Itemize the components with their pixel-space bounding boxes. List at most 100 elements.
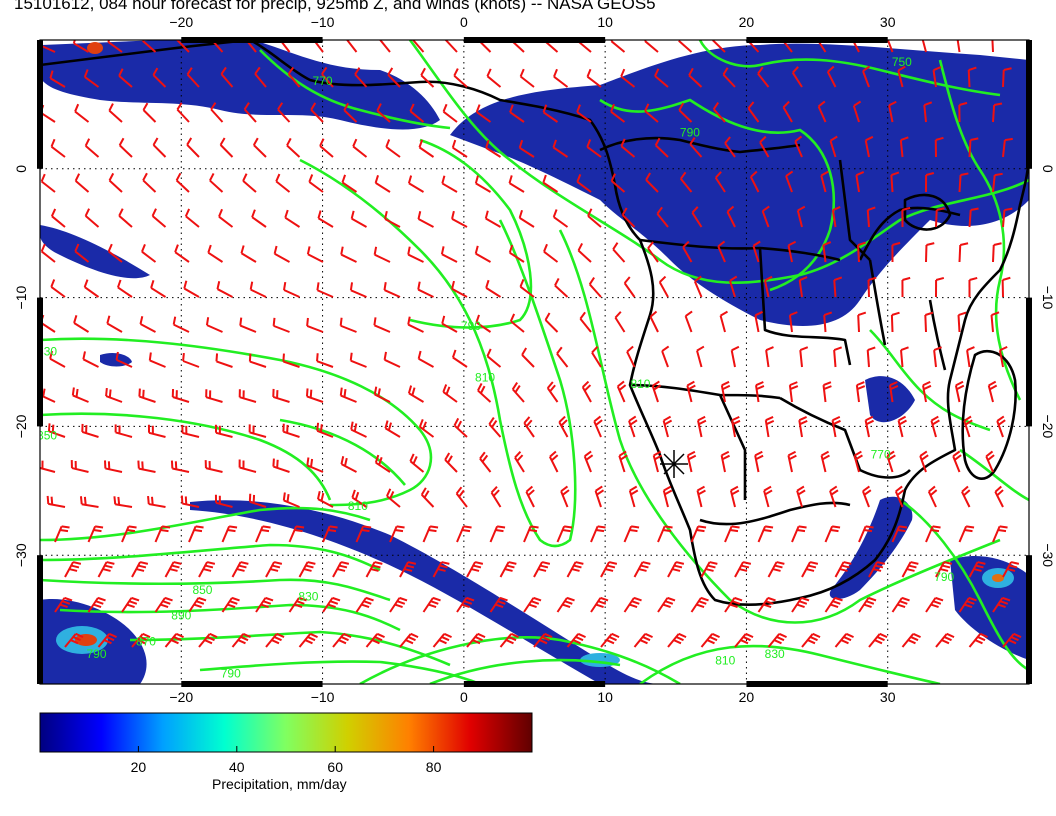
wind-barb (552, 139, 569, 158)
wind-barb (581, 380, 592, 403)
wind-barb (248, 424, 267, 438)
wind-barb (868, 632, 888, 648)
wind-barb (40, 173, 56, 193)
wind-barb (891, 596, 910, 613)
wind-barb (420, 487, 435, 508)
wind-barb (554, 277, 569, 298)
wind-barb (306, 457, 324, 473)
wind-barb (73, 315, 90, 333)
wind-barb (378, 40, 391, 53)
wind-barb (272, 388, 290, 403)
lat-tick-label: −30 (13, 543, 29, 567)
wind-barb (308, 174, 324, 193)
wind-barb (216, 281, 233, 298)
wind-barb (724, 136, 736, 158)
wind-barb (46, 495, 66, 508)
wind-barb (542, 104, 559, 123)
wind-barb (992, 242, 1002, 263)
wind-barb (97, 561, 115, 578)
lon-tick-label: 30 (880, 689, 896, 705)
wind-barb (866, 206, 876, 228)
wind-barb (409, 453, 425, 473)
wind-barb (823, 311, 833, 333)
wind-barb (64, 561, 82, 578)
axis-bar-segment (746, 681, 888, 687)
wind-barb (618, 450, 628, 473)
wind-barb (275, 173, 291, 193)
wind-barb (600, 632, 620, 648)
wind-barb (265, 632, 285, 648)
wind-barb (731, 415, 741, 438)
wind-barb (968, 276, 978, 298)
colorbar-label: Precipitation, mm/day (212, 776, 347, 792)
wind-barb (533, 561, 551, 578)
wind-barb (243, 102, 257, 123)
wind-barb (141, 40, 157, 53)
wind-barb (866, 346, 876, 368)
wind-barb (345, 40, 358, 53)
contour-label: 830 (37, 345, 57, 359)
wind-barb (54, 596, 73, 613)
wind-barb (820, 170, 829, 193)
wind-barb (897, 65, 906, 88)
contour-gulf (259, 49, 451, 130)
wind-barb (935, 207, 945, 228)
wind-barb (456, 596, 475, 613)
wind-barb (586, 139, 602, 158)
wind-barb (518, 139, 535, 158)
wind-barb (991, 40, 994, 53)
wind-barb (654, 68, 669, 88)
wind-barb (451, 280, 468, 298)
wind-barb (658, 275, 669, 298)
contour-830 (40, 337, 433, 507)
wind-barb (475, 104, 492, 123)
lake-malawi (928, 299, 947, 371)
lat-tick-label: 0 (13, 165, 29, 173)
wind-barb (697, 415, 707, 438)
wind-barb (657, 596, 676, 613)
wind-barb (682, 240, 693, 263)
wind-barb (514, 451, 525, 473)
wind-barb (651, 380, 662, 403)
wind-barb (791, 596, 810, 613)
wind-barb (489, 525, 506, 543)
contour-congo (599, 98, 836, 292)
wind-barb (759, 135, 770, 158)
wind-barb (566, 632, 586, 648)
contour-790-w (409, 138, 533, 329)
lon-tick-label: −10 (311, 14, 335, 30)
wind-barb (829, 135, 838, 158)
contour-label: 830 (765, 647, 785, 661)
wind-barb (137, 460, 156, 473)
wind-barb (407, 246, 424, 263)
wind-barb (432, 561, 450, 578)
precip-core-se-inner (992, 574, 1004, 582)
figure-title: 15101612, 084 hour forecast for precip, … (14, 0, 656, 13)
wind-barb (857, 241, 866, 263)
wind-barb (667, 561, 685, 578)
colorbar-tick-label: 60 (327, 759, 343, 775)
wind-barb (791, 66, 803, 88)
wind-barb (108, 172, 123, 193)
contour-label: 750 (892, 55, 912, 69)
axis-bar-segment (1026, 555, 1032, 684)
wind-barb (628, 485, 639, 508)
wind-barb (349, 282, 367, 298)
wind-barb (205, 317, 223, 333)
wind-barb (985, 450, 995, 473)
wind-barb (332, 561, 350, 578)
wind-barb (322, 525, 338, 543)
wind-barb (116, 279, 133, 298)
wind-barb (610, 173, 626, 193)
wind-barb (204, 460, 223, 473)
wind-barb (509, 104, 525, 123)
wind-barb (82, 351, 99, 368)
wind-barb (749, 170, 760, 193)
wind-barb (176, 40, 190, 53)
wind-barb (248, 493, 267, 508)
wind-barb (633, 632, 653, 648)
wind-barb (287, 66, 301, 88)
precip-west-africa (42, 40, 440, 130)
wind-barb (310, 102, 324, 123)
wind-barb (151, 208, 167, 228)
